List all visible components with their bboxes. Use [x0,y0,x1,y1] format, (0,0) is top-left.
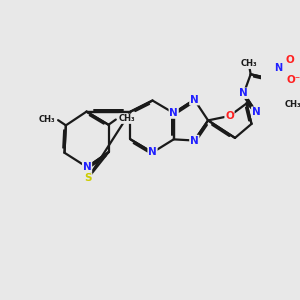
Text: CH₃: CH₃ [119,114,136,123]
Text: O: O [225,111,234,121]
Text: CH₃: CH₃ [38,115,55,124]
Text: S: S [84,173,92,183]
Text: N: N [239,88,248,98]
Text: N: N [252,107,261,117]
Text: N: N [190,136,199,146]
Text: CH₃: CH₃ [241,59,258,68]
Text: N: N [148,148,157,158]
Text: N: N [274,63,282,74]
Text: O: O [286,55,294,65]
Text: N: N [190,95,199,105]
Text: CH₃: CH₃ [284,100,300,109]
Text: O⁻: O⁻ [286,75,300,85]
Text: N: N [83,162,92,172]
Text: N: N [169,108,178,118]
